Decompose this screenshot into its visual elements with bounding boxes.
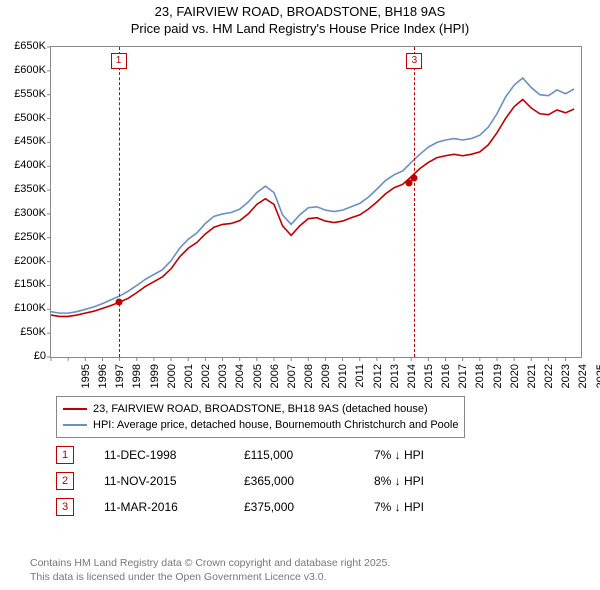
x-tick-label: 2005 bbox=[252, 364, 264, 398]
x-tick-label: 2014 bbox=[406, 364, 418, 398]
sale-date: 11-DEC-1998 bbox=[104, 448, 244, 462]
sale-index-badge: 1 bbox=[56, 446, 74, 464]
x-tick-label: 2023 bbox=[560, 364, 572, 398]
sale-row: 1 11-DEC-1998£115,0007% ↓ HPI bbox=[56, 442, 494, 468]
chart-title: 23, FAIRVIEW ROAD, BROADSTONE, BH18 9AS … bbox=[0, 0, 600, 38]
y-tick-label: £400K bbox=[0, 159, 46, 171]
x-tick-label: 2010 bbox=[337, 364, 349, 398]
sale-marker-line bbox=[414, 47, 415, 357]
x-tick-label: 2013 bbox=[389, 364, 401, 398]
x-tick-label: 2020 bbox=[509, 364, 521, 398]
y-tick-label: £50K bbox=[0, 326, 46, 338]
plot-svg bbox=[51, 47, 581, 357]
x-tick-label: 2009 bbox=[320, 364, 332, 398]
sale-marker-badge: 3 bbox=[406, 53, 422, 69]
x-tick-label: 2001 bbox=[183, 364, 195, 398]
y-tick-label: £300K bbox=[0, 207, 46, 219]
x-tick-label: 2008 bbox=[303, 364, 315, 398]
y-tick-label: £650K bbox=[0, 40, 46, 52]
sale-date: 11-NOV-2015 bbox=[104, 474, 244, 488]
x-tick-label: 1997 bbox=[114, 364, 126, 398]
x-tick-label: 2019 bbox=[492, 364, 504, 398]
x-tick-label: 2018 bbox=[474, 364, 486, 398]
y-tick-label: £250K bbox=[0, 231, 46, 243]
sale-point bbox=[115, 299, 122, 306]
sale-vs-hpi: 8% ↓ HPI bbox=[374, 474, 494, 488]
plot-area: 13 bbox=[50, 46, 582, 358]
sale-point bbox=[411, 175, 418, 182]
x-tick-label: 2021 bbox=[526, 364, 538, 398]
x-tick-label: 2004 bbox=[234, 364, 246, 398]
y-tick-label: £200K bbox=[0, 255, 46, 267]
x-tick-label: 1998 bbox=[131, 364, 143, 398]
footer-line-2: This data is licensed under the Open Gov… bbox=[30, 570, 390, 584]
series-hpi bbox=[51, 78, 574, 313]
sale-price: £375,000 bbox=[244, 500, 374, 514]
footer-line-1: Contains HM Land Registry data © Crown c… bbox=[30, 556, 390, 570]
y-tick-label: £500K bbox=[0, 112, 46, 124]
x-tick-label: 2016 bbox=[440, 364, 452, 398]
legend-row: HPI: Average price, detached house, Bour… bbox=[63, 417, 458, 433]
legend-label: 23, FAIRVIEW ROAD, BROADSTONE, BH18 9AS … bbox=[93, 403, 428, 415]
sales-table: 111-DEC-1998£115,0007% ↓ HPI211-NOV-2015… bbox=[56, 442, 494, 520]
x-tick-label: 2012 bbox=[372, 364, 384, 398]
sale-vs-hpi: 7% ↓ HPI bbox=[374, 500, 494, 514]
x-tick-label: 2024 bbox=[577, 364, 589, 398]
x-tick-label: 1999 bbox=[149, 364, 161, 398]
sale-index-badge: 2 bbox=[56, 472, 74, 490]
legend-swatch bbox=[63, 424, 87, 426]
sale-vs-hpi: 7% ↓ HPI bbox=[374, 448, 494, 462]
sale-index-badge: 3 bbox=[56, 498, 74, 516]
y-tick-label: £100K bbox=[0, 302, 46, 314]
y-tick-label: £350K bbox=[0, 183, 46, 195]
sale-marker-badge: 1 bbox=[111, 53, 127, 69]
x-tick-label: 2002 bbox=[200, 364, 212, 398]
legend-swatch bbox=[63, 408, 87, 410]
x-tick-label: 2015 bbox=[423, 364, 435, 398]
sale-marker-line bbox=[119, 47, 120, 357]
y-tick-label: £550K bbox=[0, 88, 46, 100]
x-tick-label: 2000 bbox=[166, 364, 178, 398]
x-tick-label: 2007 bbox=[286, 364, 298, 398]
attribution-footer: Contains HM Land Registry data © Crown c… bbox=[30, 556, 390, 584]
y-tick-label: £450K bbox=[0, 135, 46, 147]
x-tick-label: 2003 bbox=[217, 364, 229, 398]
legend: 23, FAIRVIEW ROAD, BROADSTONE, BH18 9AS … bbox=[56, 396, 465, 438]
legend-label: HPI: Average price, detached house, Bour… bbox=[93, 419, 458, 431]
x-tick-label: 1996 bbox=[97, 364, 109, 398]
x-tick-label: 1995 bbox=[80, 364, 92, 398]
title-line-2: Price paid vs. HM Land Registry's House … bbox=[0, 21, 600, 38]
x-tick-label: 2025 bbox=[595, 364, 600, 398]
x-tick-label: 2022 bbox=[543, 364, 555, 398]
sale-row: 3 11-MAR-2016£375,0007% ↓ HPI bbox=[56, 494, 494, 520]
x-tick-label: 2006 bbox=[269, 364, 281, 398]
sale-date: 11-MAR-2016 bbox=[104, 500, 244, 514]
y-tick-label: £150K bbox=[0, 278, 46, 290]
sale-price: £115,000 bbox=[244, 448, 374, 462]
sale-row: 2 11-NOV-2015£365,0008% ↓ HPI bbox=[56, 468, 494, 494]
legend-row: 23, FAIRVIEW ROAD, BROADSTONE, BH18 9AS … bbox=[63, 401, 458, 417]
x-tick-label: 2017 bbox=[457, 364, 469, 398]
title-line-1: 23, FAIRVIEW ROAD, BROADSTONE, BH18 9AS bbox=[0, 4, 600, 21]
chart-container: { "title_line1": "23, FAIRVIEW ROAD, BRO… bbox=[0, 0, 600, 590]
y-tick-label: £0 bbox=[0, 350, 46, 362]
sale-price: £365,000 bbox=[244, 474, 374, 488]
y-tick-label: £600K bbox=[0, 64, 46, 76]
x-tick-label: 2011 bbox=[354, 364, 366, 398]
